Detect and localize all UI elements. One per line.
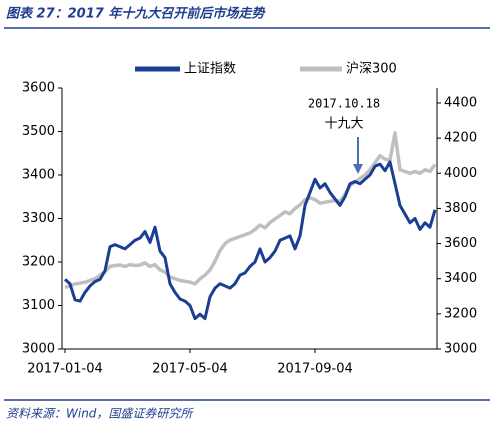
legend-label: 上证指数 xyxy=(184,62,236,77)
y2-tick-label: 3800 xyxy=(444,201,477,216)
y2-tick-label: 3200 xyxy=(444,306,477,321)
x-tick-label: 2017-01-04 xyxy=(27,362,103,377)
series-line xyxy=(64,131,437,290)
series-line xyxy=(64,160,437,321)
y-tick-label: 3300 xyxy=(22,211,55,226)
source: 资料来源：Wind，国盛证券研究所 xyxy=(6,407,194,421)
y-tick-label: 3500 xyxy=(22,124,55,139)
y2-tick-label: 3000 xyxy=(444,342,477,357)
y-tick-label: 3400 xyxy=(22,168,55,183)
legend-label: 沪深300 xyxy=(346,61,397,77)
y2-tick-label: 4400 xyxy=(444,96,477,111)
y-tick-label: 3200 xyxy=(22,255,55,270)
y-tick-label: 3000 xyxy=(22,342,55,357)
annotation-arrowhead xyxy=(353,164,363,174)
x-tick-label: 2017-05-04 xyxy=(152,362,228,377)
annotation: 2017.10.18 xyxy=(308,97,380,111)
y-tick-label: 3100 xyxy=(22,298,55,313)
x-tick-label: 2017-09-04 xyxy=(277,362,353,377)
y2-tick-label: 4200 xyxy=(444,131,477,146)
chart-title: 图表 27：2017 年十九大召开前后市场走势 xyxy=(6,6,266,22)
annotation: 十九大 xyxy=(324,117,363,132)
y2-tick-label: 3400 xyxy=(444,271,477,286)
y2-tick-label: 3600 xyxy=(444,236,477,251)
y2-tick-label: 4000 xyxy=(444,166,477,181)
y-tick-label: 3600 xyxy=(22,81,55,96)
